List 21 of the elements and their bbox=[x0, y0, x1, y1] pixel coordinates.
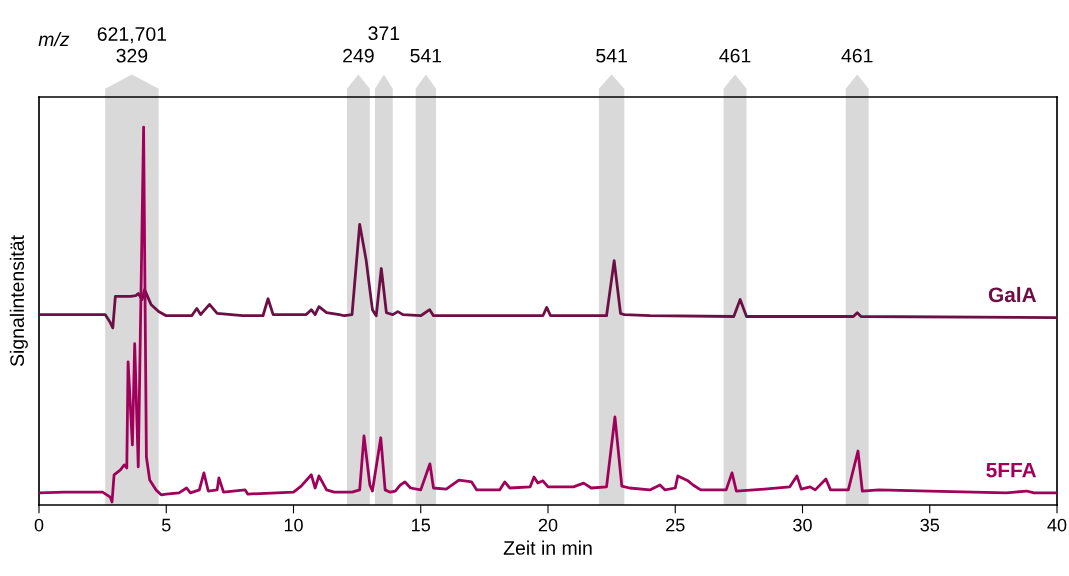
x-tick-label: 0 bbox=[34, 518, 44, 532]
band-label: 249 bbox=[343, 48, 374, 63]
band-label: 461 bbox=[841, 48, 873, 63]
band-label: 461 bbox=[719, 48, 751, 63]
y-axis-title: Signalintensität bbox=[9, 235, 28, 367]
band-label: 541 bbox=[596, 48, 627, 63]
x-axis-title: Zeit in min bbox=[503, 540, 592, 555]
x-tick-label: 35 bbox=[920, 518, 940, 532]
band-label: 621,701 329 bbox=[97, 27, 167, 63]
text: m/z bbox=[38, 31, 70, 47]
x-tick-label: 10 bbox=[284, 518, 303, 532]
x-tick-label: 30 bbox=[793, 518, 812, 532]
x-tick-label: 15 bbox=[412, 518, 431, 532]
band-label: 371 bbox=[368, 26, 400, 41]
series-label: 5FFA bbox=[986, 462, 1037, 478]
x-tick-label: 5 bbox=[161, 518, 171, 532]
x-tick-label: 20 bbox=[538, 518, 558, 532]
band-label: 541 bbox=[410, 48, 442, 63]
x-tick-label: 40 bbox=[1047, 518, 1067, 532]
series-label: GalA bbox=[988, 286, 1037, 303]
x-tick-label: 25 bbox=[666, 518, 685, 532]
